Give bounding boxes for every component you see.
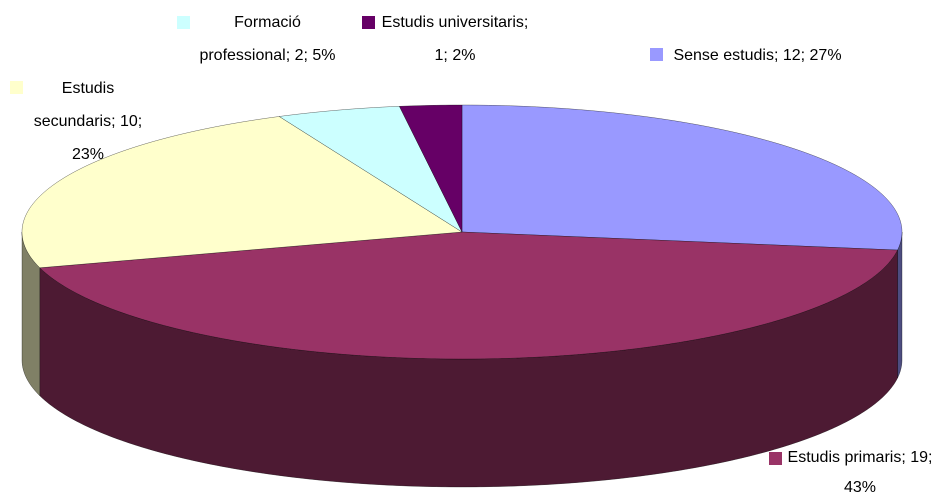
legend-key xyxy=(177,16,190,29)
slice-side xyxy=(897,231,903,379)
data-label: Estudis universitaris; 1; 2% xyxy=(381,14,529,64)
legend-key xyxy=(650,48,663,61)
slice xyxy=(399,104,463,233)
legend-key xyxy=(10,81,23,94)
legend-key xyxy=(769,452,782,465)
data-label: Sense estudis; 12; 27% xyxy=(673,47,842,64)
slice xyxy=(21,116,463,268)
slice xyxy=(39,231,898,360)
legend-key xyxy=(362,16,375,29)
slice xyxy=(461,104,903,251)
slice xyxy=(278,106,463,233)
data-label: Formació professional; 2; 5% xyxy=(199,14,336,64)
data-label: Estudis secundaris; 10; 23% xyxy=(33,80,143,163)
data-label: Estudis primaris; 19; 43% xyxy=(787,449,933,496)
